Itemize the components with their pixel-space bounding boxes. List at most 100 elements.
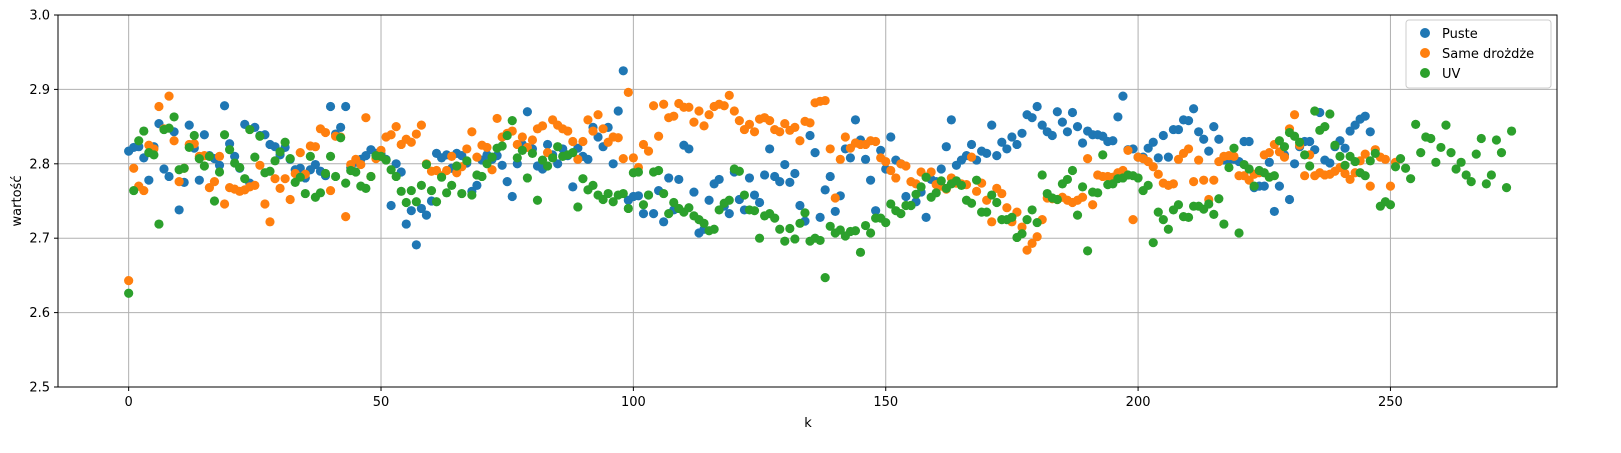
data-point	[1017, 128, 1027, 138]
data-point	[502, 130, 512, 141]
data-point	[1194, 155, 1204, 165]
data-point	[830, 206, 840, 217]
data-point	[946, 115, 956, 125]
data-point	[275, 147, 285, 157]
data-point	[1335, 151, 1345, 161]
x-tick-label: 250	[1378, 395, 1403, 410]
data-point	[608, 159, 618, 169]
data-point	[436, 172, 447, 182]
data-point	[1032, 232, 1042, 242]
data-point	[992, 151, 1002, 161]
data-point	[1305, 161, 1315, 171]
data-point	[416, 180, 426, 190]
data-point	[1093, 188, 1103, 198]
data-point	[780, 119, 790, 129]
data-point	[1047, 130, 1057, 141]
data-point	[860, 220, 871, 231]
data-point	[1032, 217, 1042, 228]
data-point	[1370, 148, 1380, 158]
data-point	[285, 194, 295, 205]
data-point	[1395, 153, 1406, 164]
data-point	[654, 131, 664, 141]
data-point	[1229, 151, 1239, 161]
data-point	[1289, 159, 1300, 169]
data-point	[997, 137, 1007, 147]
data-point	[1471, 149, 1481, 159]
data-point	[406, 137, 416, 147]
data-point	[336, 133, 346, 143]
data-point	[517, 132, 527, 142]
data-point	[462, 156, 472, 166]
data-point	[886, 199, 896, 209]
data-point	[916, 182, 926, 192]
data-point	[401, 219, 411, 229]
data-point	[1305, 136, 1315, 147]
data-point	[775, 177, 785, 187]
data-point	[1390, 162, 1401, 172]
data-point	[1269, 171, 1279, 181]
data-point	[623, 87, 633, 97]
data-point	[134, 136, 144, 146]
y-tick-label: 2.5	[29, 381, 50, 396]
data-point	[169, 112, 179, 122]
data-point	[275, 183, 285, 193]
data-point	[553, 142, 563, 152]
data-point	[643, 190, 654, 200]
data-point	[341, 101, 351, 112]
data-point	[1067, 107, 1078, 118]
data-point	[825, 171, 835, 182]
data-point	[1214, 194, 1224, 204]
data-point	[618, 66, 628, 76]
data-point	[1300, 171, 1310, 181]
data-point	[714, 174, 724, 185]
data-point	[911, 189, 921, 199]
data-point	[467, 127, 477, 137]
data-point	[391, 122, 401, 132]
data-point	[295, 172, 305, 182]
data-point	[674, 174, 684, 185]
data-point	[477, 171, 487, 182]
data-point	[659, 99, 669, 109]
data-point	[381, 155, 391, 165]
data-point	[214, 151, 225, 161]
data-point	[966, 152, 977, 162]
x-tick-label: 50	[373, 395, 390, 410]
data-point	[1163, 224, 1173, 234]
data-point	[871, 206, 881, 216]
data-point	[643, 146, 654, 156]
data-point	[936, 176, 946, 186]
data-point	[1209, 209, 1219, 219]
data-point	[1244, 164, 1254, 174]
data-point	[845, 153, 856, 163]
data-point	[154, 101, 164, 112]
data-point	[1269, 206, 1279, 217]
data-point	[971, 186, 982, 196]
data-point	[1400, 163, 1411, 173]
data-point	[1300, 150, 1310, 160]
data-point	[129, 185, 139, 196]
data-point	[744, 119, 755, 129]
data-point	[633, 167, 644, 177]
data-point	[876, 145, 886, 156]
data-point	[1219, 219, 1229, 229]
data-point	[1022, 215, 1032, 225]
data-point	[502, 177, 512, 187]
data-point	[1077, 192, 1088, 202]
data-point	[618, 153, 628, 164]
data-point	[795, 136, 805, 146]
data-point	[1365, 127, 1375, 137]
data-point	[219, 130, 230, 140]
data-point	[850, 115, 861, 125]
data-point	[603, 188, 613, 199]
data-point	[1426, 133, 1436, 144]
data-point	[361, 183, 371, 193]
data-point	[770, 213, 780, 223]
data-point	[881, 156, 891, 167]
data-point	[936, 164, 946, 174]
data-point	[588, 180, 598, 190]
data-point	[724, 90, 734, 100]
data-point	[305, 151, 315, 161]
data-point	[386, 165, 396, 175]
data-point	[219, 199, 230, 209]
data-point	[1022, 245, 1032, 255]
